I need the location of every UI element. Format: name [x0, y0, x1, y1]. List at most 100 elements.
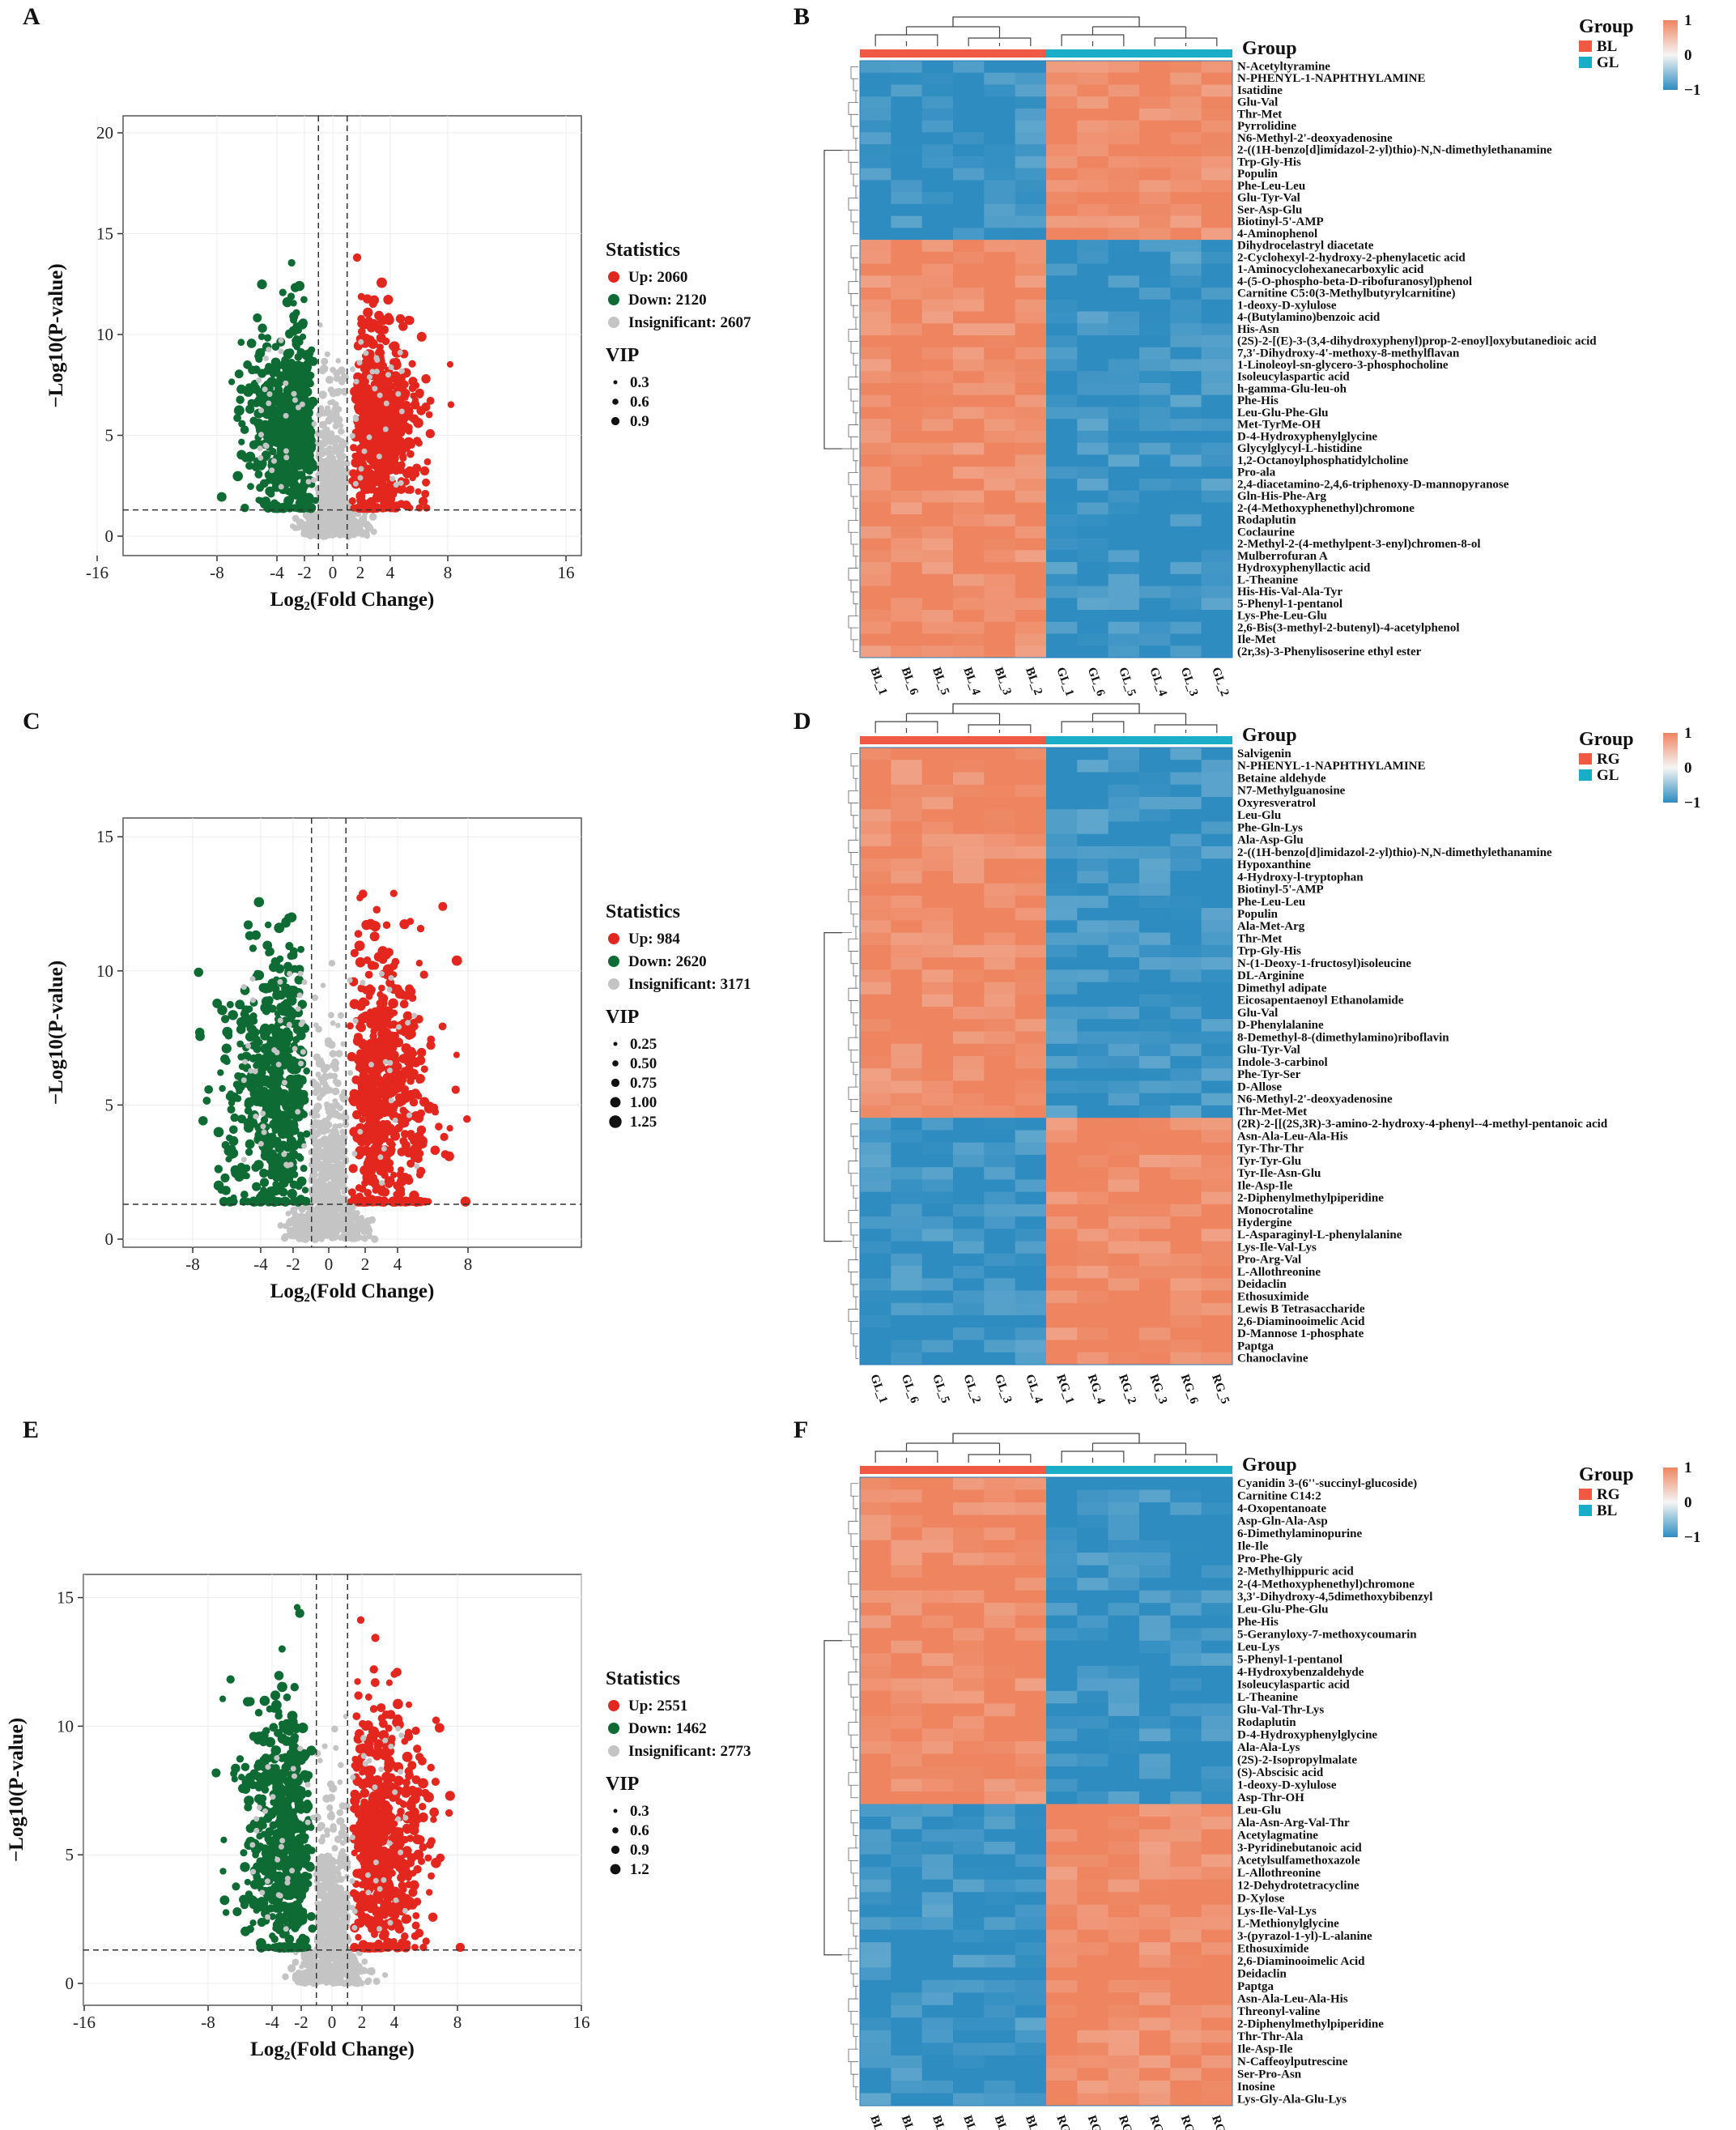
insignificant-point: [278, 484, 284, 490]
insignificant-point: [324, 512, 332, 520]
insignificant-point: [318, 420, 327, 429]
x-tick-label: 0: [325, 1255, 334, 1274]
legend-label: Down: 2620: [628, 953, 707, 970]
insignificant-point: [257, 454, 264, 461]
down-point: [234, 1095, 242, 1102]
y-tick-label: 0: [105, 526, 114, 546]
insignificant-point: [331, 1129, 340, 1137]
up-point: [378, 993, 389, 1003]
down-point: [243, 360, 252, 369]
up-point: [412, 471, 420, 478]
vip-marker: [612, 1060, 619, 1067]
y-tick-label: 0: [105, 1229, 114, 1249]
insignificant-point: [347, 1070, 354, 1076]
down-point: [286, 1030, 293, 1037]
down-point: [235, 1082, 245, 1093]
insignificant-point: [294, 1978, 303, 1986]
insignificant-point: [332, 1064, 339, 1072]
down-point: [295, 420, 304, 429]
insignificant-point: [358, 339, 364, 345]
insignificant-point: [305, 479, 312, 485]
legend-marker: [608, 978, 619, 990]
insignificant-point: [327, 1793, 335, 1802]
insignificant-point: [338, 1225, 347, 1233]
up-point: [396, 1176, 407, 1186]
down-point: [296, 1154, 304, 1162]
insignificant-point: [340, 1924, 348, 1932]
insignificant-point: [321, 357, 329, 365]
down-point: [243, 1118, 254, 1129]
insignificant-point: [344, 528, 352, 537]
down-point: [275, 429, 283, 437]
insignificant-point: [360, 1228, 368, 1236]
up-point: [460, 1196, 471, 1207]
insignificant-point: [342, 466, 351, 475]
down-point: [252, 1182, 262, 1191]
up-point: [347, 1022, 354, 1030]
x-tick-label: -4: [253, 1255, 268, 1274]
down-point: [249, 944, 257, 952]
insignificant-point: [339, 1840, 346, 1847]
insignificant-point: [398, 479, 404, 486]
down-point: [287, 292, 296, 300]
insignificant-point: [283, 448, 289, 454]
legend-label: Down: 2120: [628, 292, 707, 309]
x-axis-label: Log₂(Fold Change): [270, 589, 435, 611]
up-point: [410, 1069, 418, 1077]
up-point: [353, 504, 362, 513]
insignificant-point: [326, 1227, 334, 1235]
insignificant-point: [258, 432, 265, 438]
up-point: [392, 501, 401, 510]
down-point: [274, 1182, 285, 1192]
down-point: [225, 1196, 236, 1207]
vip-title: VIP: [606, 1007, 639, 1028]
insignificant-point: [330, 398, 336, 406]
x-tick-label: -2: [297, 563, 312, 582]
down-point: [264, 921, 272, 929]
up-point: [374, 1054, 383, 1063]
insignificant-point: [278, 348, 284, 355]
y-axis-label: −Log10(P-value): [45, 961, 67, 1105]
insignificant-point: [331, 1963, 338, 1970]
insignificant-point: [354, 524, 362, 531]
insignificant-point: [277, 1017, 283, 1024]
insignificant-point: [376, 454, 382, 460]
insignificant-point: [365, 523, 374, 532]
insignificant-point: [385, 372, 392, 378]
insignificant-point: [326, 411, 334, 420]
insignificant-point: [314, 1864, 321, 1870]
legend-label: Up: 2060: [628, 269, 687, 286]
x-tick-label: -4: [270, 563, 284, 582]
down-point: [243, 1052, 250, 1060]
insignificant-point: [301, 979, 308, 986]
down-point: [263, 334, 272, 342]
insignificant-point: [320, 1863, 326, 1868]
down-point: [280, 404, 290, 414]
up-point: [408, 1146, 417, 1155]
down-point: [286, 1009, 296, 1019]
vip-label: 0.3: [630, 374, 649, 391]
insignificant-point: [337, 428, 345, 435]
down-point: [266, 377, 277, 387]
up-point: [370, 1027, 377, 1035]
insignificant-point: [321, 1139, 330, 1147]
insignificant-point: [330, 1020, 336, 1026]
down-point: [233, 405, 245, 416]
up-point: [361, 322, 368, 330]
up-point: [411, 1023, 419, 1030]
legend-marker: [608, 294, 619, 305]
panel-letter: A: [23, 3, 40, 30]
vip-label: 0.6: [630, 394, 649, 411]
insignificant-point: [275, 1061, 282, 1067]
up-point: [362, 1012, 372, 1021]
down-point: [279, 288, 287, 296]
up-point: [370, 1135, 381, 1145]
up-point: [377, 315, 388, 326]
up-point: [382, 1031, 392, 1041]
insignificant-point: [361, 448, 368, 454]
insignificant-point: [287, 970, 293, 977]
up-point: [398, 1166, 405, 1174]
insignificant-point: [317, 1060, 326, 1069]
up-point: [376, 333, 386, 343]
up-point: [401, 1140, 411, 1150]
